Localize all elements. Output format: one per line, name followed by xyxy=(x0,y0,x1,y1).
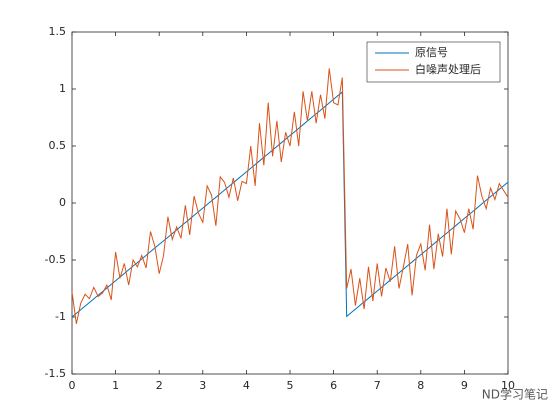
legend-label: 原信号 xyxy=(415,46,448,59)
watermark: ND学习笔记 xyxy=(482,387,548,402)
y-tick-label: 1.5 xyxy=(49,25,67,38)
series-line xyxy=(71,90,509,318)
y-tick-label: 1 xyxy=(59,82,66,95)
legend-box xyxy=(366,41,501,83)
legend-label: 白噪声处理后 xyxy=(415,62,481,76)
x-tick-label: 9 xyxy=(461,379,468,392)
y-tick-label: -1.5 xyxy=(45,367,66,380)
y-tick-label: 0.5 xyxy=(49,139,67,152)
x-tick-label: 7 xyxy=(374,379,381,392)
x-tick-label: 5 xyxy=(287,379,294,392)
y-tick-label: -0.5 xyxy=(45,253,66,266)
axes-box xyxy=(71,31,509,375)
x-tick-label: 0 xyxy=(69,379,76,392)
series-line xyxy=(71,68,509,324)
x-tick-label: 8 xyxy=(417,379,424,392)
y-tick-label: 0 xyxy=(59,196,66,209)
y-tick-label: -1 xyxy=(55,310,66,323)
x-tick-label: 3 xyxy=(199,379,206,392)
x-tick-label: 2 xyxy=(156,379,163,392)
x-tick-label: 10 xyxy=(501,379,515,392)
x-tick-label: 6 xyxy=(330,379,337,392)
x-tick-label: 1 xyxy=(112,379,119,392)
x-tick-label: 4 xyxy=(243,379,250,392)
